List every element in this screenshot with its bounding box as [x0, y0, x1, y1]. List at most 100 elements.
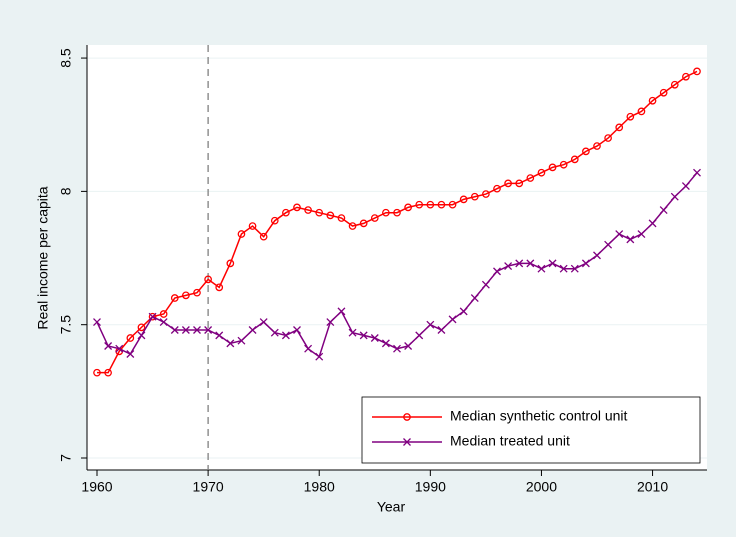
y-tick-label: 8 [58, 187, 74, 195]
legend-label: Median treated unit [450, 433, 570, 449]
marker [93, 368, 101, 377]
marker [115, 344, 124, 353]
marker [193, 326, 201, 334]
marker [226, 259, 235, 268]
marker [493, 184, 501, 193]
marker [459, 307, 468, 316]
marker [170, 326, 179, 334]
series-line [97, 70, 698, 374]
marker [493, 267, 501, 276]
marker [693, 67, 701, 76]
marker [393, 208, 401, 217]
marker [448, 200, 457, 209]
y-tick-label: 8.5 [58, 48, 74, 68]
marker [93, 318, 101, 326]
marker [215, 331, 224, 340]
x-tick-label: 2010 [637, 479, 668, 495]
marker [237, 336, 246, 345]
x-tick-label: 1980 [304, 479, 335, 495]
marker [537, 264, 546, 273]
marker [104, 342, 113, 350]
marker [304, 206, 312, 214]
marker [293, 203, 301, 212]
marker [193, 288, 201, 297]
marker [659, 206, 668, 215]
marker [370, 334, 379, 342]
x-tick-label: 1970 [193, 479, 224, 495]
legend-box [361, 396, 701, 464]
marker [470, 192, 479, 201]
marker [315, 208, 324, 217]
marker [281, 331, 290, 340]
x-tick-label: 1960 [81, 479, 112, 495]
marker [615, 230, 624, 238]
marker [515, 259, 524, 268]
marker [348, 328, 357, 337]
marker [659, 88, 668, 97]
marker [615, 123, 624, 132]
marker [326, 318, 335, 326]
marker [470, 294, 479, 302]
y-tick-label: 7 [58, 454, 74, 462]
marker [626, 235, 635, 244]
marker [626, 112, 635, 121]
marker [204, 275, 212, 284]
marker [226, 339, 235, 348]
marker [126, 350, 135, 358]
marker [648, 219, 657, 228]
marker [526, 259, 535, 268]
marker [426, 200, 435, 209]
marker [159, 310, 168, 318]
marker [248, 222, 257, 230]
marker [537, 168, 546, 177]
marker [515, 179, 524, 188]
marker [148, 312, 157, 321]
marker [370, 214, 379, 222]
marker [148, 312, 157, 321]
marker [593, 142, 601, 150]
marker [137, 323, 146, 332]
marker [604, 240, 613, 249]
legend-label: Median synthetic control unit [450, 408, 628, 424]
marker [681, 182, 690, 191]
marker [282, 208, 290, 217]
marker [404, 203, 412, 212]
marker [137, 331, 146, 340]
marker [270, 328, 279, 337]
marker [126, 334, 135, 342]
marker [104, 368, 112, 377]
x-axis-title: Year [377, 499, 406, 515]
marker [170, 294, 179, 302]
marker [682, 72, 690, 81]
marker [582, 147, 590, 156]
marker [559, 160, 568, 169]
marker [215, 283, 224, 292]
legend-marker [403, 413, 411, 421]
marker [604, 134, 612, 142]
marker [570, 264, 579, 273]
marker [481, 280, 490, 289]
marker [459, 195, 468, 204]
marker [181, 326, 190, 334]
marker [526, 174, 535, 182]
marker [581, 259, 590, 268]
x-tick-label: 1990 [415, 479, 446, 495]
marker [415, 331, 424, 340]
marker [648, 96, 657, 105]
marker [404, 342, 413, 350]
marker [482, 190, 490, 198]
marker [637, 230, 646, 238]
marker [448, 315, 457, 324]
marker [637, 107, 646, 116]
marker [204, 326, 213, 334]
marker [159, 318, 168, 326]
marker [548, 163, 557, 172]
marker [437, 326, 446, 334]
marker [337, 307, 346, 316]
legend-marker [403, 438, 411, 446]
marker [393, 344, 401, 353]
marker [237, 230, 246, 238]
y-axis-title: Real income per capita [35, 186, 51, 329]
marker [359, 219, 368, 228]
